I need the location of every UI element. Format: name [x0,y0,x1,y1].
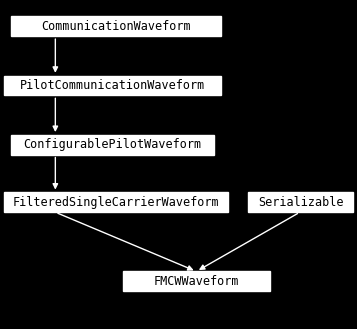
Text: FilteredSingleCarrierWaveform: FilteredSingleCarrierWaveform [13,196,219,209]
Text: PilotCommunicationWaveform: PilotCommunicationWaveform [20,79,205,92]
FancyBboxPatch shape [248,192,353,212]
FancyBboxPatch shape [11,135,214,155]
Text: CommunicationWaveform: CommunicationWaveform [41,20,191,33]
FancyBboxPatch shape [11,16,221,36]
FancyBboxPatch shape [4,76,221,95]
Text: FMCWWaveform: FMCWWaveform [154,275,239,288]
FancyBboxPatch shape [4,192,228,212]
Text: ConfigurablePilotWaveform: ConfigurablePilotWaveform [24,138,201,151]
FancyBboxPatch shape [123,271,270,291]
Text: Serializable: Serializable [258,196,343,209]
